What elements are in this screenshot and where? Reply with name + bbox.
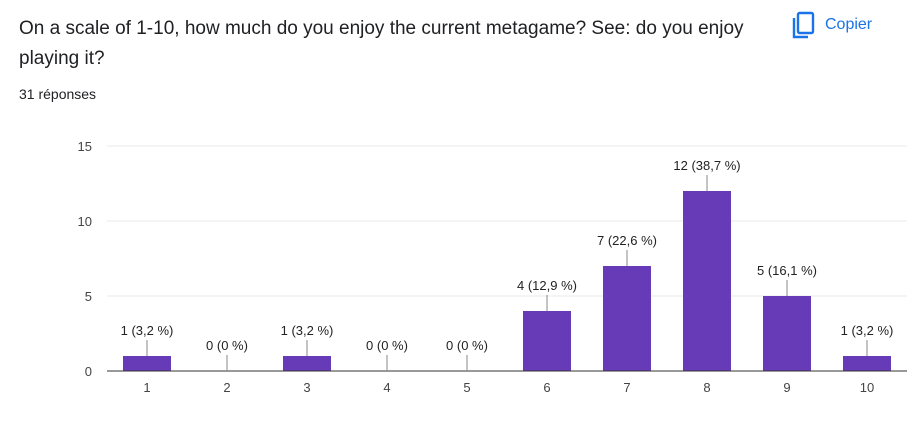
x-axis-ticks: 1 2 3 4 5 6 7 8 9 10: [143, 380, 874, 395]
bar-8[interactable]: [683, 191, 731, 371]
bar-9[interactable]: [763, 296, 811, 371]
x-tick-label: 8: [703, 380, 710, 395]
data-label: 1 (3,2 %): [281, 323, 334, 338]
data-label: 0 (0 %): [366, 338, 408, 353]
copy-label: Copier: [825, 16, 873, 33]
y-tick-label: 15: [78, 139, 92, 154]
x-tick-label: 5: [463, 380, 470, 395]
bar-10[interactable]: [843, 356, 891, 371]
question-title: On a scale of 1-10, how much do you enjo…: [19, 18, 744, 69]
data-label: 5 (16,1 %): [757, 263, 817, 278]
data-label: 1 (3,2 %): [121, 323, 174, 338]
y-tick-label: 5: [85, 289, 92, 304]
x-tick-label: 6: [543, 380, 550, 395]
x-tick-label: 10: [860, 380, 874, 395]
data-label: 7 (22,6 %): [597, 233, 657, 248]
bar-3[interactable]: [283, 356, 331, 371]
data-label: 12 (38,7 %): [673, 158, 740, 173]
copy-icon: [792, 11, 815, 39]
x-tick-label: 2: [223, 380, 230, 395]
bar-1[interactable]: [123, 356, 171, 371]
data-label: 1 (3,2 %): [841, 323, 894, 338]
y-axis-ticks: 0 5 10 15: [78, 139, 92, 379]
data-label: 0 (0 %): [206, 338, 248, 353]
bars: [123, 191, 891, 371]
x-tick-label: 9: [783, 380, 790, 395]
data-label: 4 (12,9 %): [517, 278, 577, 293]
y-tick-label: 0: [85, 364, 92, 379]
bar-7[interactable]: [603, 266, 651, 371]
data-labels: 1 (3,2 %) 0 (0 %) 1 (3,2 %) 0 (0 %) 0 (0 %) 4…: [121, 158, 894, 371]
bar-6[interactable]: [523, 311, 571, 371]
x-tick-label: 7: [623, 380, 630, 395]
x-tick-label: 1: [143, 380, 150, 395]
x-tick-label: 4: [383, 380, 390, 395]
y-tick-label: 10: [78, 214, 92, 229]
x-tick-label: 3: [303, 380, 310, 395]
copy-button[interactable]: Copier: [790, 10, 872, 40]
data-label: 0 (0 %): [446, 338, 488, 353]
response-count: 31 réponses: [19, 86, 97, 102]
